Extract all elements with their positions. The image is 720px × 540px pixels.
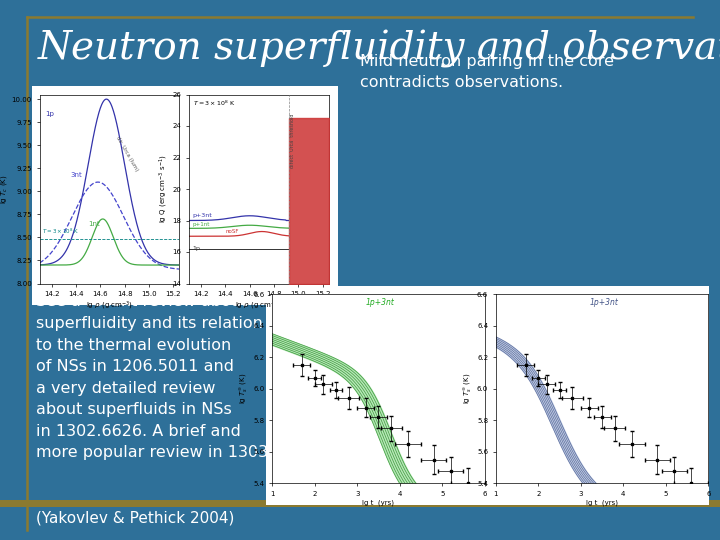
Text: 1nt: 1nt xyxy=(88,221,100,227)
Text: $T=3\times10^8$ K: $T=3\times10^8$ K xyxy=(193,98,235,107)
Y-axis label: lg Q (erg cm$^{-3}$ s$^{-1}$): lg Q (erg cm$^{-3}$ s$^{-1}$) xyxy=(157,154,170,224)
Text: Neutron superfluidity and observations: Neutron superfluidity and observations xyxy=(37,30,720,68)
Text: $T=3\times10^8$ K: $T=3\times10^8$ K xyxy=(42,227,79,236)
Text: (Yakovlev & Pethick 2004): (Yakovlev & Pethick 2004) xyxy=(36,510,235,525)
Text: p+1nt: p+1nt xyxy=(193,222,210,227)
Text: See a recent review about
superfluidity and its relation
to the thermal evolutio: See a recent review about superfluidity … xyxy=(36,294,319,461)
Y-axis label: lg $T_s^\infty$ (K): lg $T_s^\infty$ (K) xyxy=(239,373,251,404)
X-axis label: lg t  (yrs): lg t (yrs) xyxy=(362,500,395,506)
Text: dir. Urca (lum): dir. Urca (lum) xyxy=(115,136,139,173)
X-axis label: lg $\rho$ (g cm$^{-3}$): lg $\rho$ (g cm$^{-3}$) xyxy=(86,300,133,312)
Text: Mild neutron pairing in the core
contradicts observations.: Mild neutron pairing in the core contrad… xyxy=(360,54,614,90)
Text: p+3nt: p+3nt xyxy=(193,213,212,218)
Text: 1p+3nt: 1p+3nt xyxy=(366,298,395,307)
Bar xyxy=(32,86,338,305)
Y-axis label: lg $T_c$ (K): lg $T_c$ (K) xyxy=(0,174,9,204)
Text: noSF: noSF xyxy=(225,229,239,234)
Text: direct  Urca  threshold: direct Urca threshold xyxy=(289,113,294,168)
Text: 1p: 1p xyxy=(45,111,55,117)
Text: 3nt: 3nt xyxy=(70,172,81,179)
Bar xyxy=(266,286,709,505)
Y-axis label: lg $T_s^\infty$ (K): lg $T_s^\infty$ (K) xyxy=(462,373,474,404)
Text: 1p+3nt: 1p+3nt xyxy=(589,298,618,307)
Text: 1p: 1p xyxy=(193,246,200,252)
X-axis label: lg t  (yrs): lg t (yrs) xyxy=(586,500,618,506)
Bar xyxy=(0,500,720,507)
X-axis label: lg $\rho$ (g cm$^{-3}$): lg $\rho$ (g cm$^{-3}$) xyxy=(235,300,282,312)
